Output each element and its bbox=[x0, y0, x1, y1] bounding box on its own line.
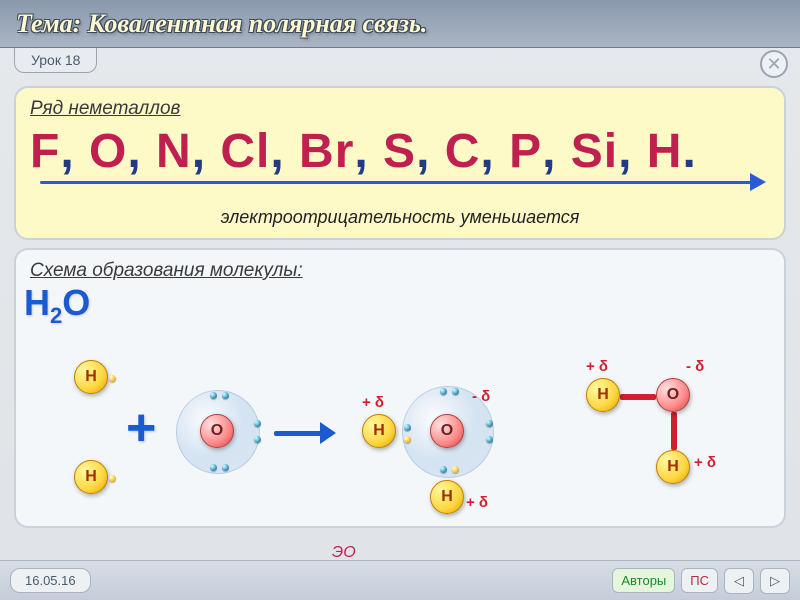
nonmetals-title: Ряд неметаллов bbox=[30, 98, 770, 120]
separator: , bbox=[480, 125, 509, 178]
electronegativity-label: электроотрицательность уменьшается bbox=[30, 207, 770, 228]
electron-dot bbox=[222, 464, 229, 471]
electron-dot bbox=[452, 466, 459, 473]
bond-line bbox=[671, 412, 677, 450]
separator: , bbox=[618, 125, 647, 178]
charge-label: + δ bbox=[466, 494, 488, 511]
prev-button[interactable]: ◁ bbox=[724, 568, 754, 594]
element-symbol: Si bbox=[571, 124, 618, 179]
element-symbol: Br bbox=[299, 124, 354, 179]
arrow-head-icon bbox=[750, 173, 766, 191]
arrow-line bbox=[274, 431, 322, 436]
charge-label: - δ bbox=[472, 388, 490, 405]
chevron-left-icon: ◁ bbox=[734, 573, 744, 588]
title-prefix: Тема: bbox=[16, 9, 81, 38]
atom-label: O bbox=[441, 422, 453, 440]
atom-label: O bbox=[211, 422, 223, 440]
diagram-canvas: H H + O bbox=[16, 250, 784, 526]
electron-dot bbox=[440, 466, 447, 473]
panel-diagram: Схема образования молекулы: H2O H H + O bbox=[14, 248, 786, 528]
next-button[interactable]: ▷ bbox=[760, 568, 790, 594]
electron-dot bbox=[452, 388, 459, 395]
atom-label: H bbox=[85, 468, 97, 486]
electron-dot bbox=[404, 436, 411, 443]
electron-dot bbox=[486, 420, 493, 427]
element-symbol: C bbox=[445, 124, 481, 179]
electron-dot bbox=[109, 475, 116, 482]
atom-label: H bbox=[597, 386, 609, 404]
page-title: Тема: Ковалентная полярная связь. bbox=[16, 9, 427, 39]
electron-dot bbox=[404, 424, 411, 431]
atom-h: H bbox=[74, 360, 108, 394]
electron-dot bbox=[210, 392, 217, 399]
nonmetal-series: F, O, N, Cl, Br, S, C, P, Si, H. bbox=[30, 124, 770, 179]
bond-line bbox=[620, 394, 656, 400]
separator: , bbox=[542, 125, 571, 178]
element-symbol: S bbox=[383, 124, 416, 179]
electron-dot bbox=[440, 388, 447, 395]
element-symbol: H bbox=[647, 124, 683, 179]
atom-o: O bbox=[656, 378, 690, 412]
separator: , bbox=[127, 125, 156, 178]
close-button[interactable]: ✕ bbox=[760, 50, 788, 78]
separator: , bbox=[416, 125, 445, 178]
element-symbol: F bbox=[30, 124, 60, 179]
atom-o: O bbox=[430, 414, 464, 448]
reaction-arrow-icon bbox=[274, 422, 336, 444]
lesson-tab: Урок 18 bbox=[14, 48, 97, 73]
footer-date: 16.05.16 bbox=[10, 568, 91, 593]
arrow-head-icon bbox=[320, 422, 336, 444]
header-bar: Тема: Ковалентная полярная связь. bbox=[0, 0, 800, 48]
charge-label: + δ bbox=[694, 454, 716, 471]
atom-h: H bbox=[586, 378, 620, 412]
atom-label: H bbox=[85, 368, 97, 386]
electronegativity-arrow bbox=[30, 179, 770, 201]
charge-label: + δ bbox=[586, 358, 608, 375]
atom-label: H bbox=[667, 458, 679, 476]
atom-label: O bbox=[667, 386, 679, 404]
atom-h: H bbox=[656, 450, 690, 484]
electron-dot bbox=[210, 464, 217, 471]
electron-dot bbox=[254, 436, 261, 443]
separator: , bbox=[354, 125, 383, 178]
element-symbol: N bbox=[156, 124, 192, 179]
electron-dot bbox=[109, 375, 116, 382]
atom-h: H bbox=[74, 460, 108, 494]
charge-label: - δ bbox=[686, 358, 704, 375]
atom-label: H bbox=[373, 422, 385, 440]
charge-label: + δ bbox=[362, 394, 384, 411]
close-icon: ✕ bbox=[766, 54, 781, 75]
separator: , bbox=[192, 125, 221, 178]
chevron-right-icon: ▷ bbox=[770, 573, 780, 588]
separator: , bbox=[60, 125, 89, 178]
atom-h: H bbox=[362, 414, 396, 448]
atom-o: O bbox=[200, 414, 234, 448]
content-area: Ряд неметаллов F, O, N, Cl, Br, S, C, P,… bbox=[0, 48, 800, 528]
footer-bar: 16.05.16 Авторы ПС ◁ ▷ bbox=[0, 560, 800, 600]
plus-icon: + bbox=[126, 398, 156, 458]
atom-h: H bbox=[430, 480, 464, 514]
trailing-dot: . bbox=[682, 125, 696, 178]
author-button[interactable]: Авторы bbox=[612, 568, 675, 593]
element-symbol: P bbox=[509, 124, 542, 179]
element-symbol: Cl bbox=[220, 124, 270, 179]
title-main: Ковалентная полярная связь. bbox=[88, 9, 428, 38]
electron-dot bbox=[486, 436, 493, 443]
electron-dot bbox=[254, 420, 261, 427]
electron-dot bbox=[222, 392, 229, 399]
panel-nonmetals: Ряд неметаллов F, O, N, Cl, Br, S, C, P,… bbox=[14, 86, 786, 240]
arrow-line bbox=[40, 181, 752, 184]
separator: , bbox=[270, 125, 299, 178]
element-symbol: O bbox=[89, 124, 127, 179]
ps-button[interactable]: ПС bbox=[681, 568, 718, 593]
atom-label: H bbox=[441, 488, 453, 506]
